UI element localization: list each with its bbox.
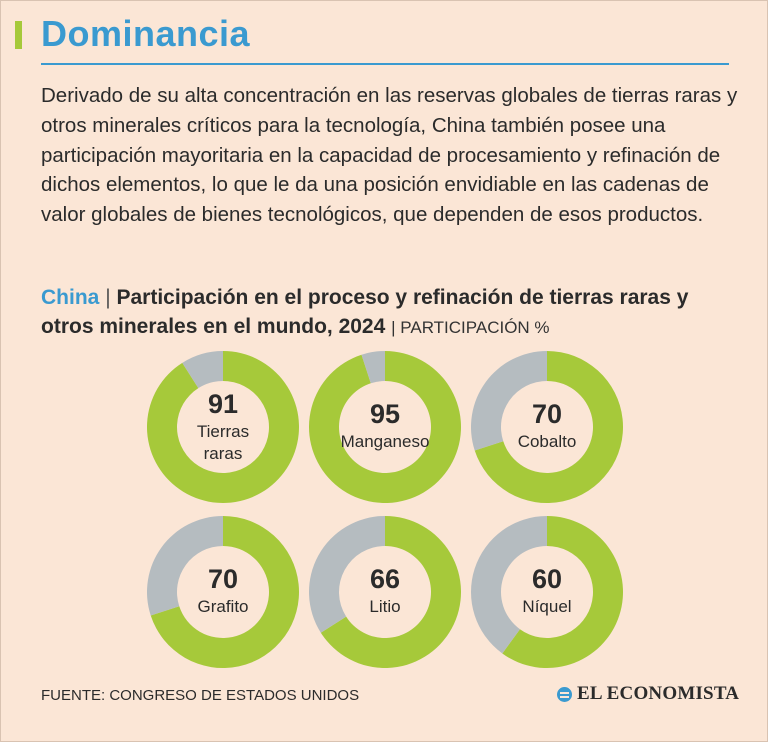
chart-unit: | PARTICIPACIÓN % [391,318,550,337]
slice-share-niquel [502,516,623,668]
slice-rest-niquel [471,516,547,654]
value-label-manganeso: 95 [369,399,401,429]
slice-share-tierras-raras [147,351,299,503]
slice-rest-litio [309,516,385,633]
slice-rest-tierras-raras [182,351,223,389]
intro-paragraph: Derivado de su alta concentración en las… [41,84,738,227]
slice-share-grafito [150,516,299,668]
slice-share-litio [320,516,461,668]
brand-name: EL ECONOMISTA [577,683,740,704]
donut-manganeso: 95 Manganeso [309,351,461,503]
donut-svg-tierras-raras [147,351,299,503]
slice-share-cobalto [474,351,623,503]
value-label-litio: 66 [369,564,401,594]
el-economista-logo-icon [557,686,572,702]
brand-logo: EL ECONOMISTA [557,683,739,705]
slice-rest-cobalto [471,351,547,451]
donut-svg-litio [309,516,461,668]
donut-svg-manganeso [309,351,461,503]
title-divider [41,63,729,65]
subhead-separator: | [105,286,111,309]
donut-litio: 66 Litio [309,516,461,668]
donut-niquel: 60 Níquel [471,516,623,668]
value-label-cobalto: 70 [531,399,563,429]
category-label-niquel: Níquel [522,597,572,616]
donut-tierras-raras: 91 Tierras raras [147,351,299,503]
chart-title: Participación en el proceso y refinación… [41,286,689,338]
donut-svg-cobalto [471,351,623,503]
donut-svg-grafito [147,516,299,668]
value-label-tierras-raras: 91 [207,389,239,419]
donut-grafito: 70 Grafito [147,516,299,668]
value-label-grafito: 70 [207,564,239,594]
category-label-cobalto: Cobalto [517,432,577,451]
donut-cobalto: 70 Cobalto [471,351,623,503]
donut-svg-niquel [471,516,623,668]
slice-rest-grafito [147,516,223,616]
slice-rest-manganeso [361,351,385,384]
category-label-grafito: Grafito [197,597,249,616]
category-label-tierras-raras: Tierras raras [196,422,250,463]
category-label-litio: Litio [369,597,401,616]
chart-subheading: China | Participación en el proceso y re… [41,283,741,342]
category-label-manganeso: Manganeso [340,432,430,451]
slice-share-manganeso [309,351,461,503]
subhead-country: China [41,286,100,309]
value-label-niquel: 60 [531,564,563,594]
source-note: FUENTE: CONGRESO DE ESTADOS UNIDOS [41,687,360,704]
title-accent-bar [15,21,22,49]
page-title: Dominancia [41,13,251,54]
